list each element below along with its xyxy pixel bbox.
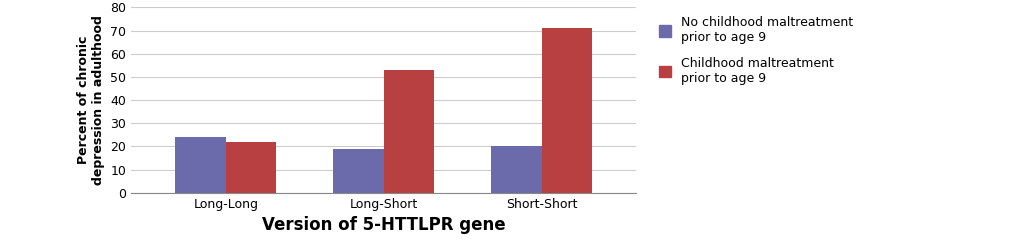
Y-axis label: Percent of chronic
depression in adulthood: Percent of chronic depression in adultho… xyxy=(77,15,105,185)
Bar xyxy=(384,70,434,193)
Bar xyxy=(541,28,592,193)
X-axis label: Version of 5-HTTLPR gene: Version of 5-HTTLPR gene xyxy=(262,216,506,234)
Bar xyxy=(491,146,541,193)
Bar xyxy=(333,149,384,193)
Legend: No childhood maltreatment
prior to age 9, Childhood maltreatment
prior to age 9: No childhood maltreatment prior to age 9… xyxy=(652,10,860,91)
Bar xyxy=(226,142,277,193)
Bar xyxy=(176,137,226,193)
